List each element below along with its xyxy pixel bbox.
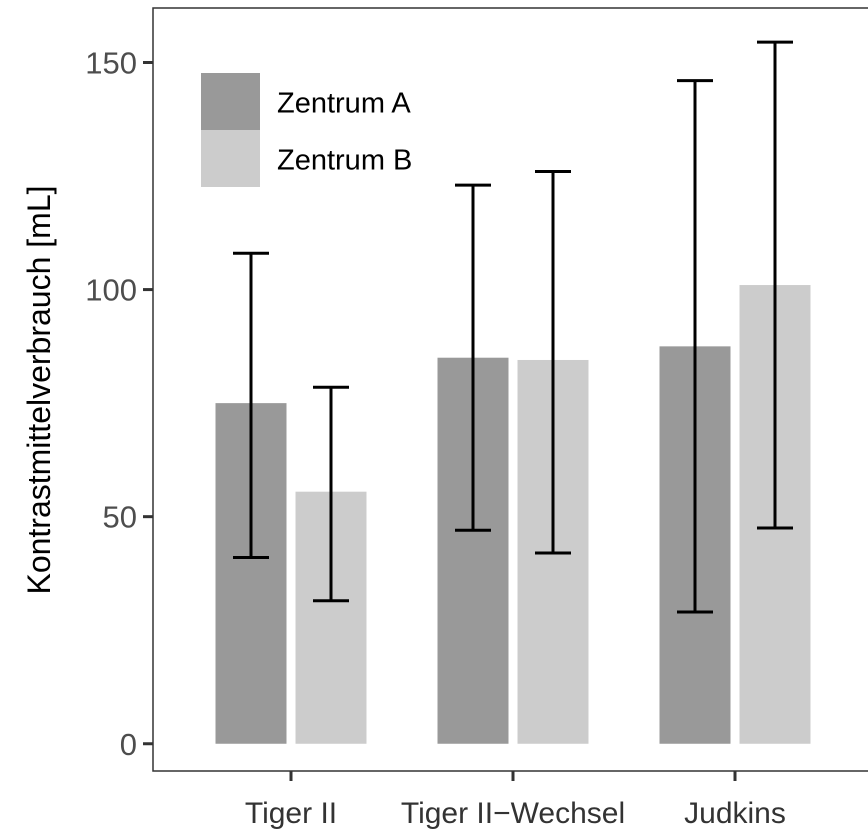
y-tick-label: 50 (103, 500, 137, 535)
bars-layer (215, 285, 811, 744)
error-bars-layer (233, 40, 793, 614)
y-axis: 0 50 100 150 (85, 46, 153, 762)
legend-key (201, 130, 260, 187)
y-tick-label: 150 (85, 46, 137, 81)
x-tick-label: Tiger II (245, 797, 337, 830)
y-tick-label: 0 (120, 727, 137, 762)
x-tick-label: Judkins (684, 797, 786, 830)
x-axis: Tiger II Tiger II−Wechsel Judkins (245, 771, 786, 830)
x-tick-label: Tiger II−Wechsel (401, 797, 625, 830)
legend-label: Zentrum B (277, 145, 412, 177)
y-tick-label: 100 (85, 273, 137, 308)
legend: Zentrum A Zentrum B (201, 73, 412, 187)
legend-label: Zentrum A (277, 88, 411, 120)
legend-key (201, 73, 260, 130)
y-axis-label: Kontrastmittelverbrauch [mL] (21, 185, 57, 594)
